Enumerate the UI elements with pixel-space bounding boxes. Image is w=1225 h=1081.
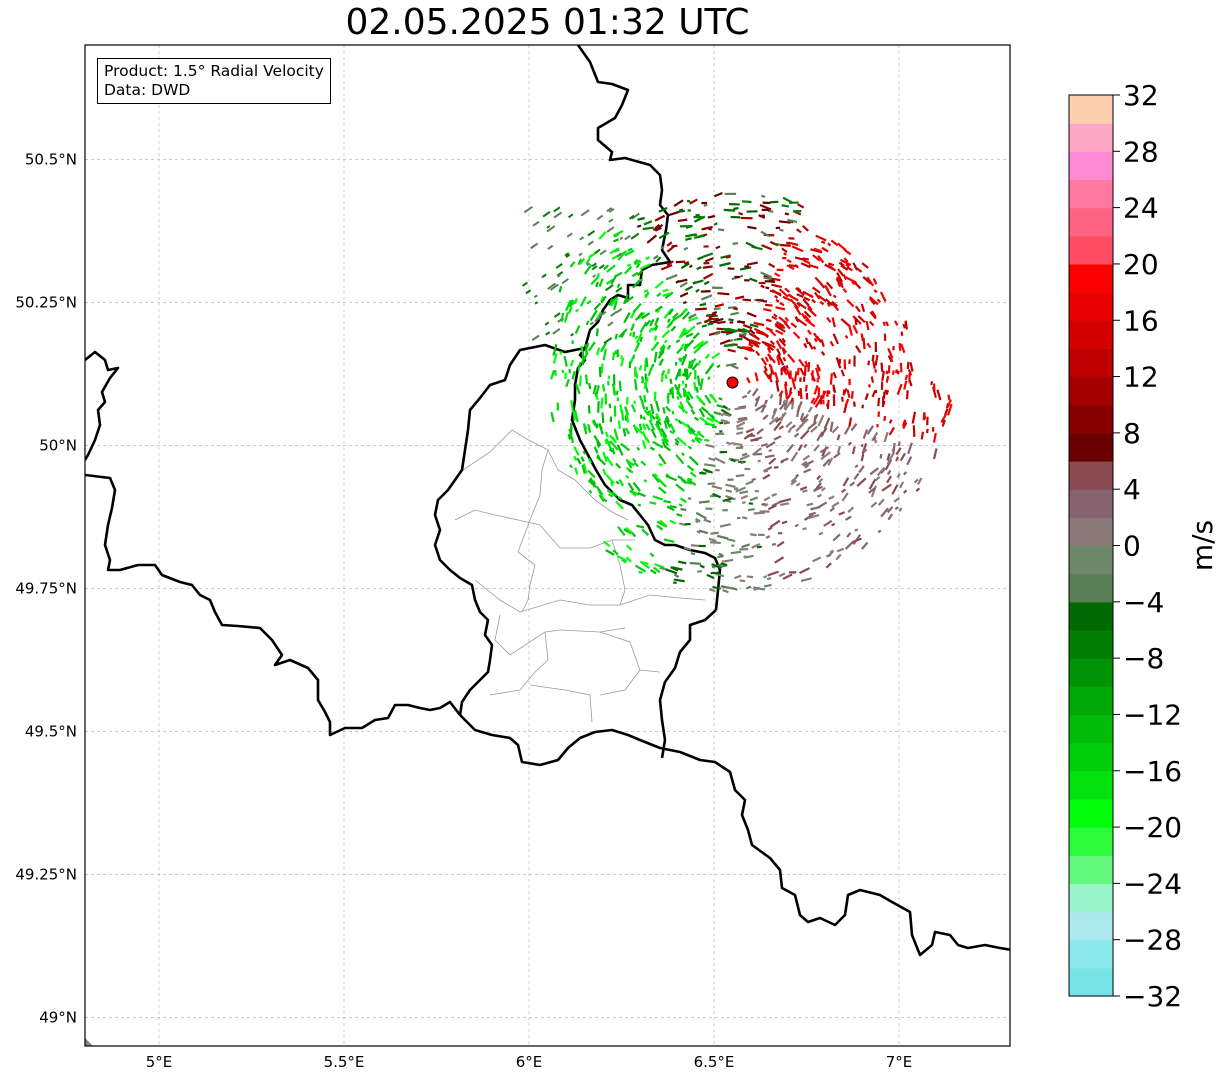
colorbar-swatch bbox=[1069, 404, 1113, 434]
colorbar-swatch bbox=[1069, 573, 1113, 603]
colorbar-swatch bbox=[1069, 827, 1113, 856]
colorbar-swatch bbox=[1069, 123, 1113, 152]
colorbar-swatch bbox=[1069, 686, 1113, 716]
lat-tick-label: 49.25°N bbox=[15, 865, 77, 883]
colorbar-swatch bbox=[1069, 798, 1113, 828]
colorbar-label: m/s bbox=[1186, 520, 1219, 571]
map-layer bbox=[85, 45, 1010, 1046]
colorbar-swatch bbox=[1069, 714, 1113, 744]
colorbar-swatch bbox=[1069, 95, 1113, 124]
colorbar-swatch bbox=[1069, 967, 1113, 997]
colorbar-swatch bbox=[1069, 207, 1113, 237]
colorbar-swatch bbox=[1069, 235, 1113, 265]
colorbar-tick-label: −16 bbox=[1123, 755, 1182, 788]
colorbar-swatch bbox=[1069, 489, 1113, 518]
colorbar-tick-label: 8 bbox=[1123, 417, 1141, 450]
lon-tick-label: 5.5°E bbox=[324, 1053, 365, 1071]
corner-echo bbox=[85, 1038, 93, 1046]
product-info-box: Product: 1.5° Radial Velocity Data: DWD bbox=[97, 58, 331, 104]
velocity-echoes bbox=[521, 191, 953, 594]
map-gridlines bbox=[85, 45, 1010, 1046]
colorbar-swatch bbox=[1069, 939, 1113, 969]
colorbar-tick-label: 28 bbox=[1123, 135, 1159, 168]
colorbar-swatch bbox=[1069, 629, 1113, 659]
colorbar-tick-label: −28 bbox=[1123, 924, 1182, 957]
colorbar-swatch bbox=[1069, 911, 1113, 941]
colorbar-tick-label: 12 bbox=[1123, 361, 1159, 394]
colorbar-swatch bbox=[1069, 320, 1113, 350]
colorbar-swatch bbox=[1069, 517, 1113, 547]
colorbar-tick-label: 0 bbox=[1123, 530, 1141, 563]
colorbar-tick-label: −32 bbox=[1123, 980, 1182, 1013]
colorbar-tick-label: 4 bbox=[1123, 473, 1141, 506]
colorbar-tick-label: −8 bbox=[1123, 642, 1164, 675]
lat-tick-label: 50.25°N bbox=[15, 293, 77, 311]
radar-site-marker bbox=[726, 376, 739, 389]
colorbar-swatch bbox=[1069, 601, 1113, 631]
data-source-label: Data: DWD bbox=[104, 81, 191, 99]
colorbar-swatch bbox=[1069, 179, 1113, 209]
colorbar-tick-label: −24 bbox=[1123, 867, 1182, 900]
country-borders bbox=[85, 45, 1010, 957]
lon-tick-label: 6.5°E bbox=[694, 1053, 735, 1071]
colorbar-tick-label: 16 bbox=[1123, 304, 1159, 337]
colorbar-swatch bbox=[1069, 263, 1113, 293]
colorbar-tick-label: −20 bbox=[1123, 811, 1182, 844]
colorbar-swatch bbox=[1069, 770, 1113, 800]
lon-tick-label: 7°E bbox=[886, 1053, 913, 1071]
colorbar-swatch bbox=[1069, 151, 1113, 181]
colorbar-tick-label: −4 bbox=[1123, 586, 1164, 619]
lat-tick-label: 49°N bbox=[39, 1008, 77, 1026]
lon-tick-label: 5°E bbox=[146, 1053, 173, 1071]
colorbar-tick-label: 20 bbox=[1123, 248, 1159, 281]
colorbar-swatch bbox=[1069, 376, 1113, 406]
colorbar-tick-label: −12 bbox=[1123, 698, 1182, 731]
colorbar-swatch bbox=[1069, 292, 1113, 321]
colorbar: −32 −28 −24 −20 −16 −12 −8 −4 0 4 8 12 16 20 24 28 32 m/s bbox=[1068, 79, 1219, 1013]
map-frame bbox=[84, 44, 1011, 1047]
colorbar-tick-label: 32 bbox=[1123, 79, 1159, 112]
product-label: Product: 1.5° Radial Velocity bbox=[104, 62, 324, 80]
lat-tick-label: 49.5°N bbox=[25, 722, 77, 740]
colorbar-swatch bbox=[1069, 742, 1113, 772]
colorbar-swatch bbox=[1069, 348, 1113, 378]
axis-ticks: 5°E 5.5°E 6°E 6.5°E 7°E 49°N 49.25°N 49.5°N 49.7… bbox=[15, 150, 912, 1071]
lat-tick-label: 50.5°N bbox=[25, 150, 77, 168]
colorbar-swatch bbox=[1069, 461, 1113, 490]
colorbar-swatch bbox=[1069, 883, 1113, 913]
lon-tick-label: 6°E bbox=[516, 1053, 543, 1071]
colorbar-swatch bbox=[1069, 855, 1113, 884]
lat-tick-label: 50°N bbox=[39, 436, 77, 454]
colorbar-swatch bbox=[1069, 545, 1113, 575]
figure-title: 02.05.2025 01:32 UTC bbox=[345, 2, 750, 43]
colorbar-swatch bbox=[1069, 658, 1113, 687]
colorbar-swatch bbox=[1069, 432, 1113, 462]
lat-tick-label: 49.75°N bbox=[15, 579, 77, 597]
colorbar-tick-label: 24 bbox=[1123, 192, 1159, 225]
